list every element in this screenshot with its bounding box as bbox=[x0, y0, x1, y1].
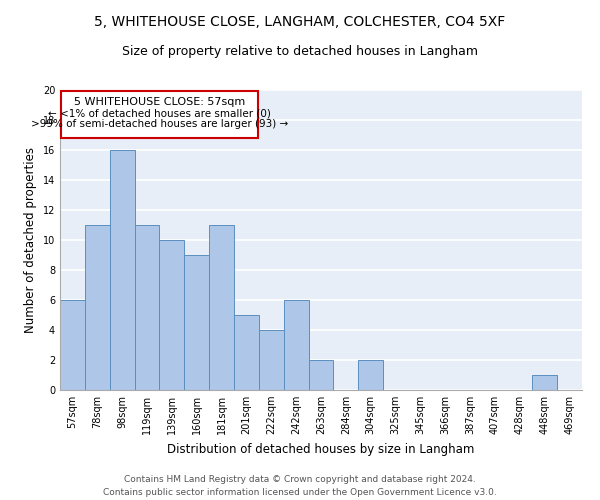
Bar bbox=[184, 255, 209, 390]
Bar bbox=[259, 330, 284, 390]
Bar bbox=[284, 300, 308, 390]
Bar bbox=[134, 225, 160, 390]
Text: >99% of semi-detached houses are larger (93) →: >99% of semi-detached houses are larger … bbox=[31, 119, 288, 129]
Text: 5 WHITEHOUSE CLOSE: 57sqm: 5 WHITEHOUSE CLOSE: 57sqm bbox=[74, 97, 245, 107]
Text: ← <1% of detached houses are smaller (0): ← <1% of detached houses are smaller (0) bbox=[48, 108, 271, 118]
Bar bbox=[160, 240, 184, 390]
Bar bbox=[308, 360, 334, 390]
Text: Contains HM Land Registry data © Crown copyright and database right 2024.: Contains HM Land Registry data © Crown c… bbox=[124, 476, 476, 484]
Bar bbox=[60, 300, 85, 390]
Text: Size of property relative to detached houses in Langham: Size of property relative to detached ho… bbox=[122, 45, 478, 58]
Y-axis label: Number of detached properties: Number of detached properties bbox=[24, 147, 37, 333]
Bar bbox=[532, 375, 557, 390]
X-axis label: Distribution of detached houses by size in Langham: Distribution of detached houses by size … bbox=[167, 442, 475, 456]
Text: Contains public sector information licensed under the Open Government Licence v3: Contains public sector information licen… bbox=[103, 488, 497, 497]
Bar bbox=[85, 225, 110, 390]
Text: 5, WHITEHOUSE CLOSE, LANGHAM, COLCHESTER, CO4 5XF: 5, WHITEHOUSE CLOSE, LANGHAM, COLCHESTER… bbox=[94, 15, 506, 29]
Bar bbox=[234, 315, 259, 390]
FancyBboxPatch shape bbox=[61, 91, 257, 138]
Bar bbox=[209, 225, 234, 390]
Bar bbox=[358, 360, 383, 390]
Bar bbox=[110, 150, 134, 390]
